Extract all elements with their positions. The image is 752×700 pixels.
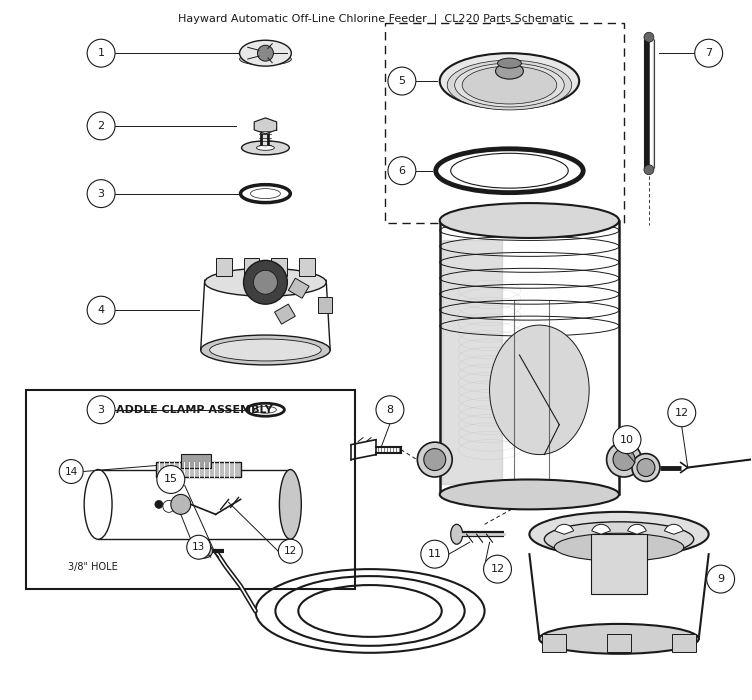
Ellipse shape [280,470,302,539]
Circle shape [87,180,115,208]
Ellipse shape [205,268,326,296]
Circle shape [644,164,654,175]
Bar [244,258,259,276]
Text: 12: 12 [675,407,689,418]
Ellipse shape [254,406,277,413]
Ellipse shape [613,449,635,470]
Ellipse shape [440,53,579,109]
Ellipse shape [554,533,684,561]
Ellipse shape [447,60,572,110]
Ellipse shape [240,53,291,65]
Text: 4: 4 [98,305,105,315]
Text: 9: 9 [717,574,724,584]
Ellipse shape [201,335,330,365]
Ellipse shape [241,141,290,155]
Bar [542,634,566,652]
Text: 12: 12 [284,546,297,556]
Text: 2: 2 [98,121,105,131]
Ellipse shape [632,454,660,482]
Bar [26,390,355,589]
Circle shape [244,260,287,304]
Text: 13: 13 [192,542,205,552]
Circle shape [87,112,115,140]
Text: 12: 12 [490,564,505,574]
Bar [607,634,631,652]
Circle shape [388,67,416,95]
Circle shape [87,296,115,324]
Bar [385,23,624,223]
Circle shape [253,270,277,294]
Circle shape [421,540,449,568]
Circle shape [644,32,654,42]
Ellipse shape [256,146,274,150]
Circle shape [157,466,185,493]
Bar [180,454,211,468]
Circle shape [87,39,115,67]
Circle shape [155,500,163,508]
Ellipse shape [195,544,213,558]
Ellipse shape [498,58,521,68]
Ellipse shape [607,442,641,477]
Circle shape [707,565,735,593]
Bar [318,298,332,313]
Ellipse shape [539,624,699,654]
Circle shape [87,395,115,423]
Circle shape [613,426,641,454]
Ellipse shape [544,522,694,556]
Ellipse shape [490,325,589,454]
Text: 11: 11 [428,550,441,559]
Ellipse shape [417,442,452,477]
Bar [216,258,232,276]
Text: SADDLE CLAMP ASSEMBLY: SADDLE CLAMP ASSEMBLY [108,405,273,415]
Circle shape [484,555,511,583]
Bar [672,634,696,652]
Circle shape [376,395,404,423]
Ellipse shape [250,188,280,199]
Text: 3/8" HOLE: 3/8" HOLE [68,562,118,572]
Text: 7: 7 [705,48,712,58]
Wedge shape [555,524,574,534]
Ellipse shape [210,339,321,361]
Circle shape [186,536,211,559]
Ellipse shape [450,524,462,544]
Bar [299,258,315,276]
Ellipse shape [440,203,619,238]
Text: 3: 3 [98,405,105,415]
Bar [288,278,309,298]
Text: 8: 8 [387,405,393,415]
Bar [591,534,647,594]
Circle shape [257,46,274,61]
Circle shape [695,39,723,67]
Circle shape [163,500,174,512]
Text: 3: 3 [98,188,105,199]
Ellipse shape [529,512,708,556]
Ellipse shape [440,480,619,510]
Ellipse shape [240,40,291,66]
Wedge shape [665,524,683,534]
Wedge shape [628,524,646,534]
Circle shape [388,157,416,185]
Ellipse shape [424,449,446,470]
Text: Hayward Automatic Off-Line Chlorine Feeder  |  CL220 Parts Schematic: Hayward Automatic Off-Line Chlorine Feed… [178,13,574,24]
Bar [156,461,241,477]
Wedge shape [592,524,611,534]
Circle shape [668,399,696,427]
Ellipse shape [637,458,655,477]
Bar [271,258,287,276]
Circle shape [59,460,83,484]
Ellipse shape [462,66,556,104]
Bar [274,304,296,324]
Text: 1: 1 [98,48,105,58]
Ellipse shape [496,63,523,79]
Circle shape [278,539,302,564]
Polygon shape [254,118,277,134]
Ellipse shape [84,470,112,539]
Text: 10: 10 [620,435,634,444]
Ellipse shape [455,63,564,107]
Text: 5: 5 [399,76,405,86]
Text: 6: 6 [399,166,405,176]
Ellipse shape [171,494,191,514]
Text: 14: 14 [65,466,78,477]
Text: 15: 15 [164,475,177,484]
